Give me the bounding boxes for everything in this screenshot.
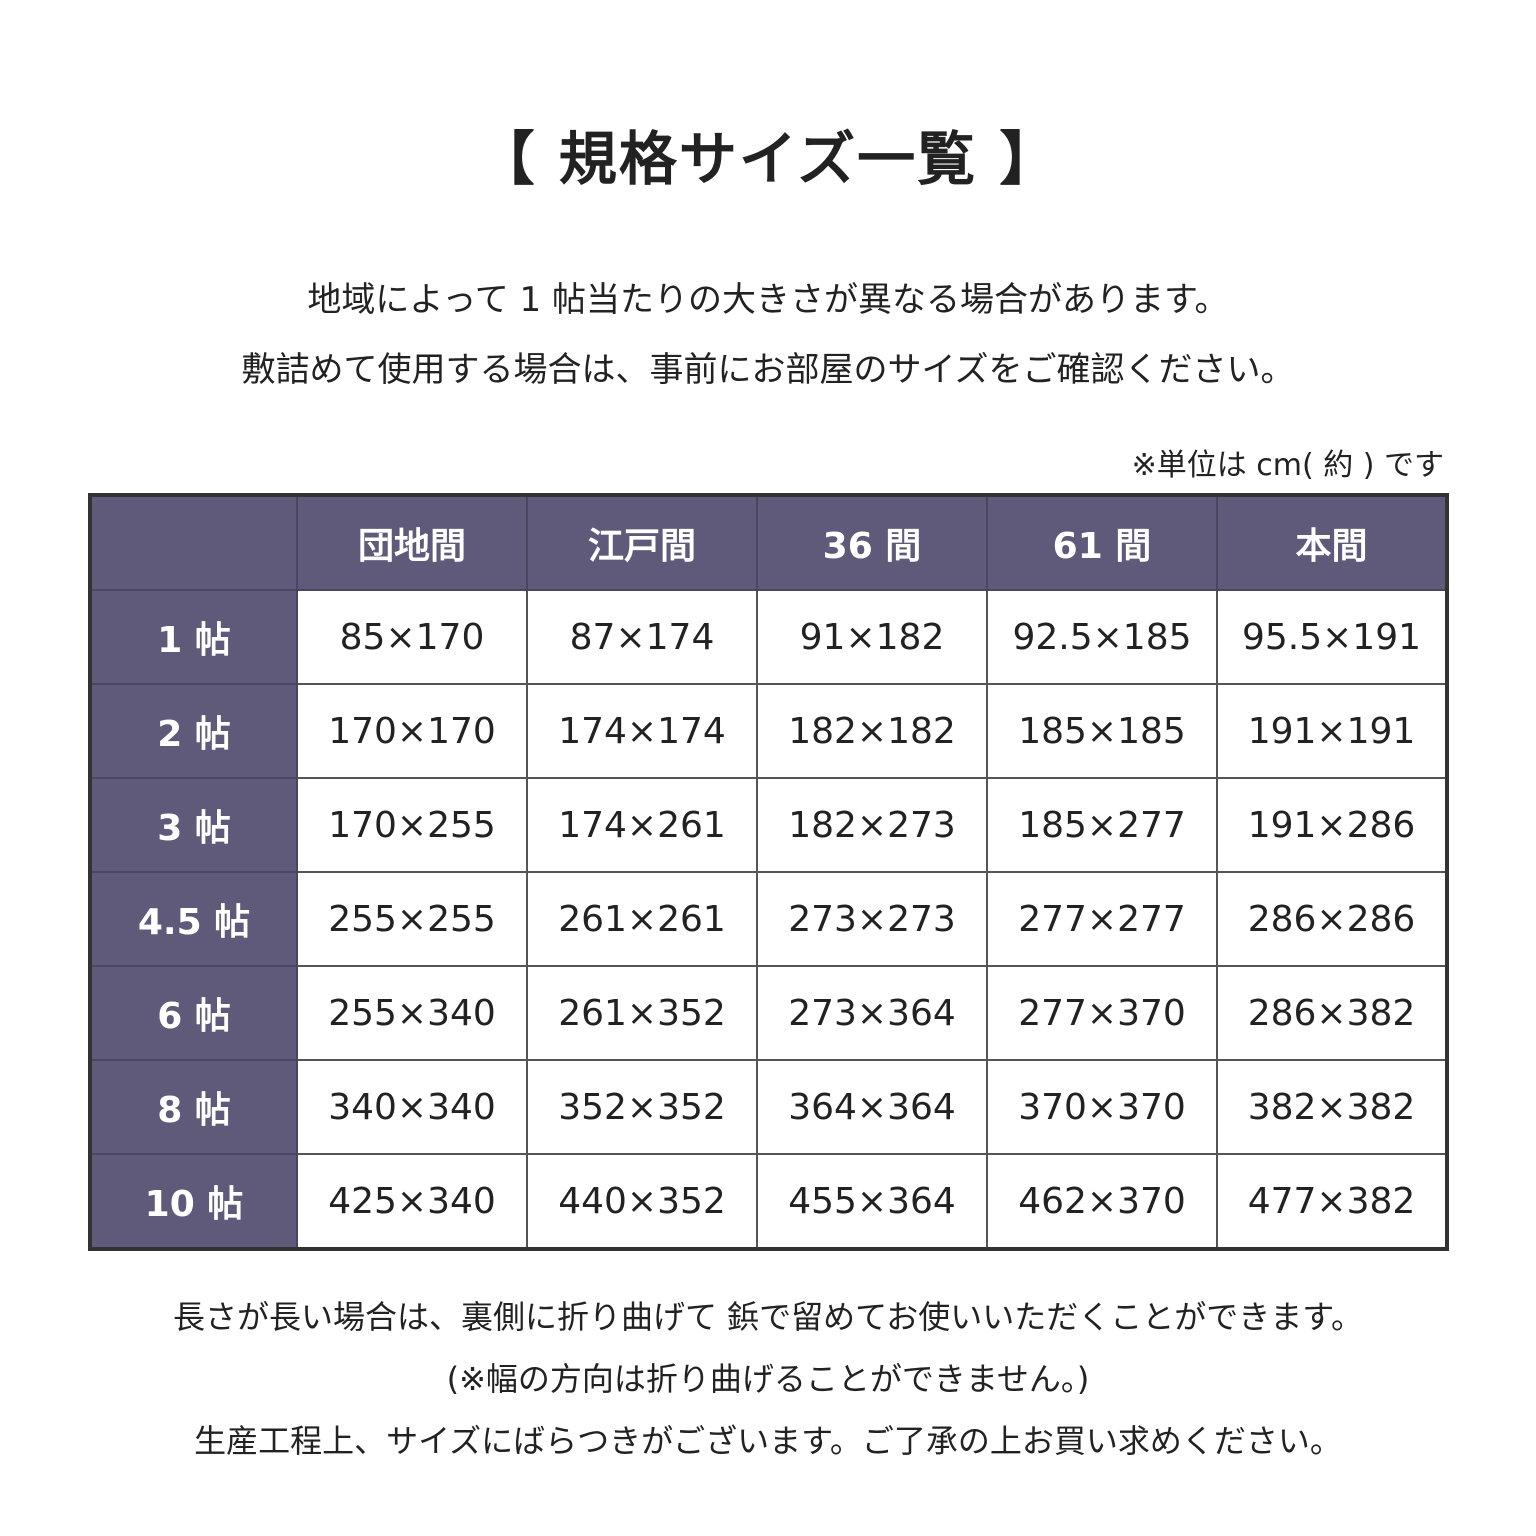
size-cell: 255×255	[296, 871, 528, 967]
size-cell: 182×273	[756, 777, 988, 873]
unit-note: ※単位は cm( 約 ) です	[1131, 448, 1444, 483]
note-line-1: 長さが長い場合は、裏側に折り曲げて 鋲で留めてお使いいただくことができます。	[172, 1298, 1363, 1336]
size-cell: 477×382	[1216, 1153, 1448, 1250]
size-cell: 91×182	[756, 589, 988, 685]
size-cell: 191×286	[1216, 777, 1448, 873]
size-cell: 273×273	[756, 871, 988, 967]
table-header-row: 団地間 江戸間 36 間 61 間 本間	[89, 494, 1448, 591]
column-header: 江戸間	[526, 494, 758, 591]
column-header	[89, 494, 298, 591]
column-header: 36 間	[756, 494, 988, 591]
size-cell: 87×174	[526, 589, 758, 685]
size-cell: 174×174	[526, 683, 758, 779]
row-header: 6 帖	[89, 965, 298, 1061]
size-cell: 440×352	[526, 1153, 758, 1250]
size-cell: 185×185	[986, 683, 1218, 779]
intro-line-2: 敷詰めて使用する場合は、事前にお部屋のサイズをご確認ください。	[241, 350, 1295, 390]
note-line-3: 生産工程上、サイズにばらつきがございます。ご了承の上お買い求めください。	[194, 1422, 1342, 1460]
row-header: 3 帖	[89, 777, 298, 873]
size-cell: 92.5×185	[986, 589, 1218, 685]
column-header: 本間	[1216, 494, 1448, 591]
table-row: 10 帖 425×340 440×352 455×364 462×370 477×382	[89, 1153, 1448, 1250]
row-header: 4.5 帖	[89, 871, 298, 967]
row-header: 10 帖	[89, 1153, 298, 1250]
size-cell: 455×364	[756, 1153, 988, 1250]
page-title: 【 規格サイズ一覧 】	[476, 125, 1060, 193]
intro-line-1: 地域によって 1 帖当たりの大きさが異なる場合があります。	[307, 280, 1229, 320]
size-cell: 382×382	[1216, 1059, 1448, 1155]
size-cell: 191×191	[1216, 683, 1448, 779]
size-cell: 261×261	[526, 871, 758, 967]
note-line-2: (※幅の方向は折り曲げることができません。)	[446, 1360, 1090, 1398]
size-cell: 170×255	[296, 777, 528, 873]
table-row: 6 帖 255×340 261×352 273×364 277×370 286×382	[89, 965, 1448, 1061]
table-row: 8 帖 340×340 352×352 364×364 370×370 382×382	[89, 1059, 1448, 1155]
size-table: 団地間 江戸間 36 間 61 間 本間 1 帖 85×170 87×174 91×1…	[88, 493, 1449, 1251]
size-cell: 255×340	[296, 965, 528, 1061]
table-row: 2 帖 170×170 174×174 182×182 185×185 191×191	[89, 683, 1448, 779]
table-row: 3 帖 170×255 174×261 182×273 185×277 191×286	[89, 777, 1448, 873]
size-cell: 286×382	[1216, 965, 1448, 1061]
size-cell: 286×286	[1216, 871, 1448, 967]
size-cell: 95.5×191	[1216, 589, 1448, 685]
size-cell: 85×170	[296, 589, 528, 685]
size-cell: 462×370	[986, 1153, 1218, 1250]
table-row: 1 帖 85×170 87×174 91×182 92.5×185 95.5×191	[89, 589, 1448, 685]
size-cell: 352×352	[526, 1059, 758, 1155]
size-cell: 261×352	[526, 965, 758, 1061]
column-header: 61 間	[986, 494, 1218, 591]
size-cell: 364×364	[756, 1059, 988, 1155]
size-cell: 170×170	[296, 683, 528, 779]
size-cell: 174×261	[526, 777, 758, 873]
row-header: 8 帖	[89, 1059, 298, 1155]
row-header: 1 帖	[89, 589, 298, 685]
size-cell: 273×364	[756, 965, 988, 1061]
size-cell: 277×277	[986, 871, 1218, 967]
table-row: 4.5 帖 255×255 261×261 273×273 277×277 286×286	[89, 871, 1448, 967]
size-cell: 185×277	[986, 777, 1218, 873]
row-header: 2 帖	[89, 683, 298, 779]
column-header: 団地間	[296, 494, 528, 591]
size-cell: 425×340	[296, 1153, 528, 1250]
size-cell: 182×182	[756, 683, 988, 779]
size-cell: 340×340	[296, 1059, 528, 1155]
size-cell: 370×370	[986, 1059, 1218, 1155]
size-cell: 277×370	[986, 965, 1218, 1061]
